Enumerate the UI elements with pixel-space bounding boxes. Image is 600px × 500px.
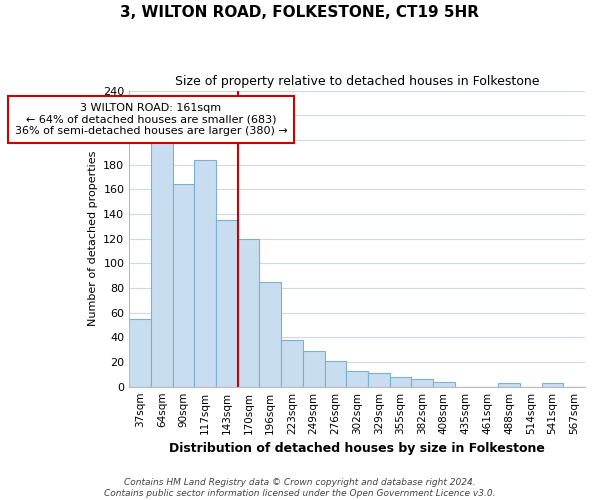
Bar — [238, 238, 259, 386]
Bar — [259, 282, 281, 387]
Bar — [542, 383, 563, 386]
Text: 3, WILTON ROAD, FOLKESTONE, CT19 5HR: 3, WILTON ROAD, FOLKESTONE, CT19 5HR — [121, 5, 479, 20]
Title: Size of property relative to detached houses in Folkestone: Size of property relative to detached ho… — [175, 75, 539, 88]
Bar — [281, 340, 303, 386]
Bar — [412, 380, 433, 386]
Text: Contains HM Land Registry data © Crown copyright and database right 2024.
Contai: Contains HM Land Registry data © Crown c… — [104, 478, 496, 498]
Bar — [368, 373, 389, 386]
Bar — [325, 361, 346, 386]
X-axis label: Distribution of detached houses by size in Folkestone: Distribution of detached houses by size … — [169, 442, 545, 455]
Bar — [346, 370, 368, 386]
Y-axis label: Number of detached properties: Number of detached properties — [88, 151, 98, 326]
Bar — [194, 160, 216, 386]
Text: 3 WILTON ROAD: 161sqm
← 64% of detached houses are smaller (683)
36% of semi-det: 3 WILTON ROAD: 161sqm ← 64% of detached … — [14, 103, 287, 136]
Bar — [151, 138, 173, 386]
Bar — [173, 184, 194, 386]
Bar — [498, 383, 520, 386]
Bar — [129, 319, 151, 386]
Bar — [216, 220, 238, 386]
Bar — [389, 377, 412, 386]
Bar — [303, 351, 325, 386]
Bar — [433, 382, 455, 386]
